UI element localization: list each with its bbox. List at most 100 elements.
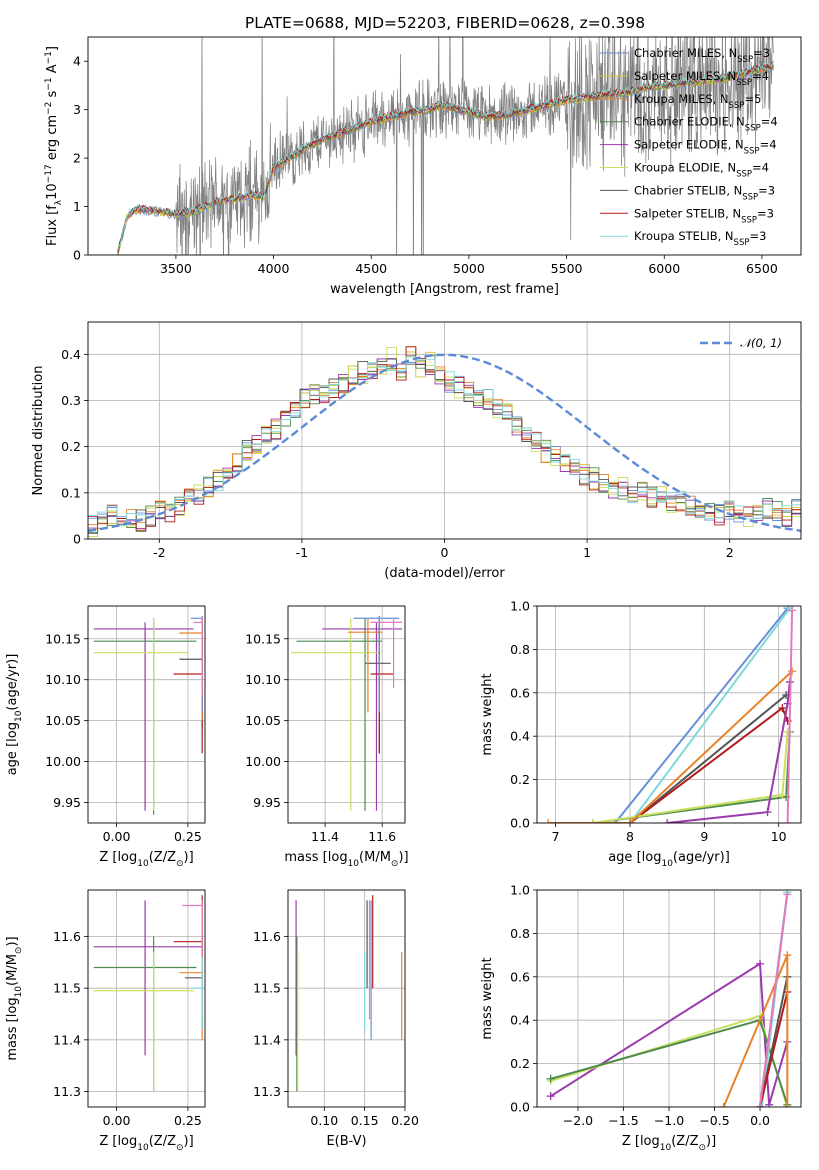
x-tick-label: 4500	[355, 261, 387, 276]
x-tick-label: 0.15	[351, 1113, 379, 1128]
y-tick-label: 0.0	[510, 1100, 530, 1115]
weight-marker	[663, 819, 672, 823]
y-tick-label: 10.10	[245, 672, 281, 687]
y-tick-label: 9.95	[53, 795, 81, 810]
x-tick-label: 4000	[258, 261, 290, 276]
y-tick-label: 9.95	[253, 795, 281, 810]
plot-area-mass_vs_ebv	[288, 890, 405, 1107]
y-tick-label: 11.3	[253, 1084, 281, 1099]
weight-line-chabrier_stelib	[629, 694, 787, 823]
weight-marker	[783, 1103, 792, 1107]
y-tick-label: 0.6	[510, 969, 530, 984]
legend-entry: Kroupa ELODIE, NSSP=4	[634, 161, 769, 180]
y-tick-label: 10.15	[45, 631, 81, 646]
x-axis-label: Z [log10(Z/Z⊙)]	[622, 1134, 716, 1153]
axes-frame	[87, 605, 206, 824]
x-tick-label: 11.4	[311, 829, 339, 844]
y-tick-label: 10.15	[245, 631, 281, 646]
legend-entry: Salpeter MILES, NSSP=4	[634, 69, 769, 88]
legend-entry: Chabrier ELODIE, NSSP=4	[634, 115, 778, 134]
plot-area-mass_weight_vs_age	[537, 606, 801, 823]
legend-entry: Kroupa STELIB, NSSP=3	[634, 229, 766, 248]
y-axis-label: Normed distribution	[31, 366, 46, 496]
x-tick-label: 5500	[551, 261, 583, 276]
x-tick-label: 5000	[453, 261, 485, 276]
axes-frame	[87, 321, 802, 540]
axes-mass_weight_vs_age: 7 8 9 10 0.0 0.2 0.4 0.6 0.8 1.0 age [log10(age/yr…	[480, 599, 802, 869]
y-tick-label: 0.2	[510, 772, 530, 787]
weight-marker	[546, 1092, 555, 1101]
y-tick-label: 0.6	[510, 685, 530, 700]
weight-line-pink	[759, 894, 789, 1107]
x-axis-label: Z [log10(Z/Z⊙)]	[99, 1134, 193, 1153]
y-tick-label: 0.2	[510, 1056, 530, 1071]
histogram-kroupa_stelib	[88, 356, 801, 526]
weight-marker	[625, 819, 634, 823]
x-axis-label: E(B-V)	[326, 1134, 366, 1149]
x-tick-label: 3500	[160, 261, 192, 276]
plot-area-residuals	[88, 322, 801, 539]
axes-frame	[536, 605, 802, 824]
y-tick-label: 1.0	[510, 599, 530, 614]
y-tick-label: 11.6	[53, 929, 81, 944]
plot-area-mass_weight_vs_Z	[537, 890, 801, 1107]
weight-line-salpeter_stelib	[759, 991, 789, 1107]
y-tick-label: 0.4	[510, 729, 530, 744]
legend-entry: Salpeter STELIB, NSSP=3	[634, 206, 774, 225]
axes-frame	[87, 36, 802, 256]
weight-line-kroupa_stelib	[629, 607, 791, 823]
model-spectrum-kroupa_stelib	[116, 62, 775, 255]
y-axis-label: age [log10(age/yr)]	[5, 654, 24, 776]
y-tick-label: 0	[73, 532, 81, 547]
weight-line-chabrier_miles	[614, 607, 789, 823]
axes-spectrum: 3500 4000 4500 5000 5500 6000 6500 0 1 2 3 4 wavelen…	[44, 36, 802, 297]
weight-marker	[763, 808, 772, 817]
weight-marker	[783, 890, 792, 899]
axes-frame	[536, 889, 802, 1108]
weight-marker	[756, 1103, 765, 1107]
x-axis-label: (data-model)/error	[384, 566, 505, 581]
x-tick-label: 0	[441, 545, 449, 560]
y-tick-label: 0.8	[510, 642, 530, 657]
plot-area-age_vs_mass	[288, 606, 405, 823]
x-tick-label: 1	[583, 545, 591, 560]
plot-area-mass_vs_Z	[88, 890, 205, 1107]
x-tick-label: 0.20	[391, 1113, 419, 1128]
y-tick-label: 0.1	[61, 485, 81, 500]
weight-marker	[778, 703, 787, 712]
y-tick-label: 0.4	[61, 347, 81, 362]
y-tick-label: 10.00	[45, 754, 81, 769]
x-tick-label: -2	[153, 545, 165, 560]
x-axis-label: age [log10(age/yr)]	[608, 850, 730, 869]
weight-marker	[588, 819, 597, 823]
x-tick-label: 11.6	[368, 829, 396, 844]
x-tick-label: 8	[626, 829, 634, 844]
y-axis-label: mass weight	[480, 957, 495, 1039]
model-spectrum-salpeter_stelib	[117, 61, 774, 253]
y-tick-label: 10.00	[245, 754, 281, 769]
weight-marker	[756, 959, 765, 968]
weight-line-kroupa_miles	[548, 670, 793, 823]
axes-residuals: -2 -1 0 1 2 0 0.1 0.2 0.3 0.4 (data-model)/error No…	[31, 321, 802, 581]
x-tick-label: 0.25	[174, 829, 202, 844]
x-tick-label: 0.0	[750, 1113, 770, 1128]
y-tick-label: 0.4	[510, 1013, 530, 1028]
weight-marker	[765, 1100, 774, 1107]
y-axis-label: mass weight	[480, 673, 495, 755]
weight-line-salpeter_elodie	[666, 681, 791, 823]
y-tick-label: 11.6	[253, 929, 281, 944]
axes-age_vs_Z: 0.00 0.25 9.95 10.00 10.05 10.10 10.15 Z [log10…	[5, 605, 206, 869]
plots-layer: 3500 4000 4500 5000 5500 6000 6500 0 1 2 3 4 wavelen…	[5, 36, 802, 1153]
y-tick-label: 10.05	[245, 713, 281, 728]
x-tick-label: 0.00	[103, 1113, 131, 1128]
weight-marker	[778, 790, 787, 799]
y-tick-label: 11.4	[253, 1032, 281, 1047]
axes-mass_weight_vs_Z: −2.0 −1.5 −1.0 −0.5 0.0 0.0 0.2 0.4 0.6 0.8 1.0 Z […	[480, 883, 802, 1153]
y-tick-label: 0	[73, 248, 81, 263]
axes-frame	[287, 889, 406, 1108]
y-tick-label: 3	[73, 102, 81, 117]
x-tick-label: 0.10	[310, 1113, 338, 1128]
normal-distribution-curve	[88, 353, 801, 533]
x-tick-label: 9	[700, 829, 708, 844]
